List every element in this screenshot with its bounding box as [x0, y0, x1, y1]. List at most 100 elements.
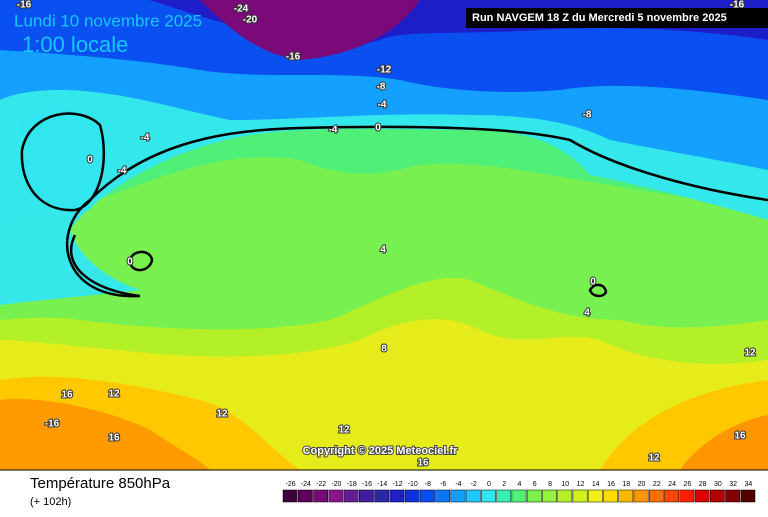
legend-swatch	[633, 489, 649, 503]
contour-label: -16	[286, 52, 301, 63]
legend-swatch	[435, 489, 451, 503]
legend-swatch	[481, 489, 496, 503]
legend-tick-label: -10	[408, 481, 418, 488]
legend-swatch	[298, 489, 313, 503]
legend-tick-label: 24	[668, 481, 676, 488]
legend-swatch	[343, 489, 359, 503]
legend-tick-label: 18	[622, 481, 630, 488]
legend-swatch	[359, 489, 374, 503]
legend-swatch	[450, 489, 466, 503]
legend-tick-label: -8	[425, 481, 431, 488]
legend-tick-label: -4	[455, 481, 461, 488]
contour-label: -20	[243, 15, 258, 26]
time: 1:00 locale	[22, 32, 128, 57]
legend-tick-label: 26	[683, 481, 691, 488]
legend-swatch	[603, 489, 618, 503]
legend-swatch	[542, 489, 557, 503]
contour-label: 0	[87, 155, 93, 166]
map-fields	[0, 0, 768, 471]
legend-tick-label: 6	[533, 481, 537, 488]
legend-tick-label: 10	[561, 481, 569, 488]
legend-swatch	[709, 489, 725, 503]
contour-label: 4	[584, 308, 590, 319]
legend-tick-label: 2	[502, 481, 506, 488]
contour-label: 16	[61, 390, 73, 401]
contour-label: 16	[734, 431, 746, 442]
legend-tick-label: -24	[301, 481, 311, 488]
contour-label: -4	[141, 133, 150, 144]
legend-swatch	[420, 489, 435, 503]
contour-label: 16	[417, 458, 429, 469]
legend-swatch	[648, 489, 664, 503]
contour-label: 4	[380, 245, 386, 256]
contour-label: -24	[234, 4, 249, 15]
legend-tick-label: 16	[607, 481, 615, 488]
contour-label: -4	[118, 166, 127, 177]
contour-label: -16	[730, 0, 745, 11]
legend-swatch	[725, 489, 740, 503]
contour-label: -16	[17, 0, 32, 11]
legend-tick-label: -12	[392, 481, 402, 488]
contour-label: -12	[377, 65, 392, 76]
contour-labels: -16 -24-20 -16 -12 -8 -4 0 -4 -8 -4 0 -4 0 4 0 4 8 12 16 12…	[16, 0, 757, 470]
contour-label: 0	[375, 123, 381, 134]
legend-swatch	[618, 489, 634, 503]
legend-swatch	[465, 489, 481, 503]
contour-label: -4	[329, 125, 338, 136]
legend-swatch	[526, 489, 542, 503]
legend-swatch	[557, 489, 573, 503]
contour-label: -16	[45, 419, 60, 430]
legend-swatch	[404, 489, 420, 503]
legend-swatch	[496, 489, 512, 503]
legend-tick-label: 12	[577, 481, 585, 488]
date: Lundi 10 novembre 2025	[14, 11, 202, 30]
legend-tick-label: 32	[729, 481, 737, 488]
field-title: Température 850hPa	[30, 475, 171, 492]
legend-tick-label: -26	[286, 481, 296, 488]
color-legend: -26 -24 -22 -20 -18 -16 -14 -12 -10 -8 -6 -4 -2 0 2 4 6 8…	[282, 481, 756, 503]
legend-swatch	[664, 489, 679, 503]
legend-tick-label: -2	[471, 481, 477, 488]
contour-label: 12	[108, 389, 120, 400]
legend-swatch	[328, 489, 344, 503]
contour-label: 12	[648, 453, 660, 464]
lead-time: (+ 102h)	[30, 496, 71, 508]
legend-tick-label: 30	[714, 481, 722, 488]
legend-swatch	[740, 489, 756, 503]
run-info: Run NAVGEM 18 Z du Mercredi 5 novembre 2…	[472, 12, 727, 24]
contour-label: 12	[216, 409, 228, 420]
legend-swatch	[374, 489, 390, 503]
legend-tick-label: -18	[347, 481, 357, 488]
legend-tick-label: 22	[653, 481, 661, 488]
contour-label: 16	[108, 433, 120, 444]
legend-swatch	[282, 489, 298, 503]
contour-label: -4	[378, 100, 387, 111]
contour-label: 0	[590, 277, 596, 288]
copyright: Copyright © 2025 Meteociel.fr	[303, 445, 459, 457]
legend-tick-label: -22	[316, 481, 326, 488]
legend-tick-label: 28	[699, 481, 707, 488]
legend-swatch	[679, 489, 695, 503]
contour-label: 12	[744, 348, 756, 359]
legend-swatch	[389, 489, 405, 503]
legend-tick-label: 4	[518, 481, 522, 488]
legend-tick-label: 20	[638, 481, 646, 488]
contour-label: -8	[377, 82, 386, 93]
legend-tick-label: -14	[377, 481, 387, 488]
legend-swatch	[694, 489, 710, 503]
contour-label: 0	[127, 257, 133, 268]
legend-swatch	[511, 489, 527, 503]
run-box	[466, 8, 768, 28]
legend-tick-label: 8	[548, 481, 552, 488]
legend-swatch	[313, 489, 329, 503]
legend-swatch	[572, 489, 588, 503]
legend-tick-label: -16	[362, 481, 372, 488]
legend-tick-label: 14	[592, 481, 600, 488]
legend-swatch	[587, 489, 603, 503]
contour-label: 8	[381, 344, 387, 355]
legend-tick-label: 34	[744, 481, 752, 488]
legend-tick-label: -6	[440, 481, 446, 488]
contour-label: -8	[583, 110, 592, 121]
legend-tick-label: 0	[487, 481, 491, 488]
